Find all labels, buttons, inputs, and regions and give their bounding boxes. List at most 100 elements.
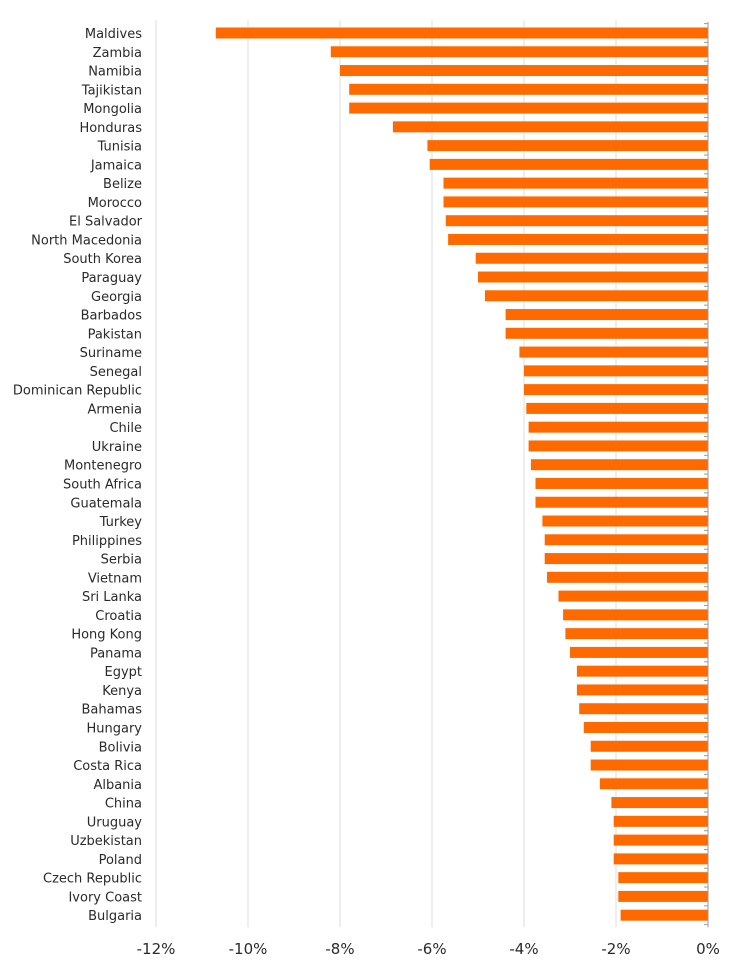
bar-pakistan: [505, 327, 708, 339]
bar-croatia: [563, 609, 708, 621]
bar-dominican-republic: [524, 384, 708, 396]
x-tick-label: 0%: [696, 940, 720, 958]
category-label-el-salvador: El Salvador: [69, 215, 143, 230]
bar-south-africa: [535, 477, 708, 489]
category-label-egypt: Egypt: [104, 665, 142, 680]
bar-tunisia: [427, 140, 708, 152]
category-label-ivory-coast: Ivory Coast: [68, 890, 142, 905]
category-label-ukraine: Ukraine: [92, 440, 142, 455]
bar-paraguay: [478, 271, 708, 283]
bar-czech-republic: [618, 872, 708, 884]
bar-bulgaria: [620, 909, 708, 921]
category-label-pakistan: Pakistan: [88, 327, 142, 342]
bar-serbia: [544, 553, 708, 565]
bar-armenia: [526, 402, 708, 414]
category-label-senegal: Senegal: [90, 365, 142, 380]
bar-belize: [443, 177, 708, 189]
bar-barbados: [505, 309, 708, 321]
bar-chile: [528, 421, 708, 433]
bar-bahamas: [579, 703, 708, 715]
bar-uruguay: [613, 815, 708, 827]
bar-bolivia: [590, 740, 708, 752]
category-label-north-macedonia: North Macedonia: [31, 233, 142, 248]
bar-suriname: [519, 346, 708, 358]
category-label-tajikistan: Tajikistan: [81, 83, 142, 98]
bar-uzbekistan: [613, 834, 708, 846]
category-label-bolivia: Bolivia: [99, 740, 142, 755]
category-label-hungary: Hungary: [86, 721, 142, 736]
bar-costa-rica: [590, 759, 708, 771]
category-label-sri-lanka: Sri Lanka: [82, 590, 142, 605]
bar-turkey: [542, 515, 708, 527]
category-label-armenia: Armenia: [88, 402, 143, 417]
x-tick-label: -6%: [417, 940, 446, 958]
category-label-chile: Chile: [109, 421, 142, 436]
category-label-zambia: Zambia: [93, 46, 142, 61]
category-label-mongolia: Mongolia: [83, 102, 142, 117]
category-label-albania: Albania: [93, 778, 142, 793]
category-label-costa-rica: Costa Rica: [73, 759, 142, 774]
x-tick-label: -2%: [601, 940, 630, 958]
category-label-serbia: Serbia: [101, 553, 142, 568]
bar-vietnam: [547, 571, 708, 583]
bar-el-salvador: [445, 215, 708, 227]
category-label-montenegro: Montenegro: [64, 459, 142, 474]
bar-guatemala: [535, 496, 708, 508]
bar-albania: [599, 778, 708, 790]
bar-hong-kong: [565, 628, 708, 640]
x-tick-label: -12%: [137, 940, 176, 958]
category-label-guatemala: Guatemala: [70, 496, 142, 511]
category-label-suriname: Suriname: [80, 346, 142, 361]
category-label-kenya: Kenya: [102, 684, 142, 699]
bar-hungary: [583, 721, 708, 733]
bar-kenya: [576, 684, 708, 696]
bar-morocco: [443, 196, 708, 208]
category-label-panama: Panama: [90, 646, 142, 661]
bar-zambia: [330, 46, 708, 58]
bar-senegal: [524, 365, 708, 377]
category-label-morocco: Morocco: [88, 196, 142, 211]
category-label-belize: Belize: [103, 177, 142, 192]
bar-ukraine: [528, 440, 708, 452]
bar-maldives: [215, 27, 709, 39]
bar-georgia: [484, 290, 708, 302]
bar-philippines: [544, 534, 708, 546]
category-labels: Maldives Zambia Namibia Tajikistan Mongolia H…: [13, 27, 143, 924]
category-label-croatia: Croatia: [95, 609, 142, 624]
category-label-uzbekistan: Uzbekistan: [70, 834, 142, 849]
category-label-south-korea: South Korea: [63, 252, 142, 267]
category-label-georgia: Georgia: [91, 290, 142, 305]
category-label-vietnam: Vietnam: [88, 571, 142, 586]
category-label-poland: Poland: [99, 853, 142, 868]
value-axis: [704, 22, 709, 928]
gridlines: [155, 20, 617, 928]
category-label-tunisia: Tunisia: [97, 140, 142, 155]
bar-north-macedonia: [448, 233, 708, 245]
bar-honduras: [392, 121, 708, 133]
category-label-czech-republic: Czech Republic: [43, 872, 142, 887]
bar-namibia: [340, 65, 708, 77]
category-label-hong-kong: Hong Kong: [71, 628, 142, 643]
category-label-barbados: Barbados: [81, 309, 143, 324]
bar-montenegro: [530, 459, 708, 471]
category-label-paraguay: Paraguay: [81, 271, 142, 286]
tick-labels: -12% -10% -8% -6% -4% -2% 0%: [137, 940, 720, 958]
x-tick-label: -10%: [229, 940, 268, 958]
category-label-philippines: Philippines: [72, 534, 142, 549]
bar-ivory-coast: [618, 890, 708, 902]
category-label-south-africa: South Africa: [63, 477, 142, 492]
bar-tajikistan: [349, 83, 708, 95]
x-tick-label: -8%: [325, 940, 354, 958]
category-label-jamaica: Jamaica: [90, 158, 142, 173]
bar-south-korea: [475, 252, 708, 264]
x-tick-label: -4%: [509, 940, 538, 958]
bar-poland: [613, 853, 708, 865]
bar-jamaica: [429, 158, 708, 170]
category-label-turkey: Turkey: [99, 515, 143, 530]
category-label-honduras: Honduras: [79, 121, 142, 136]
bar-egypt: [576, 665, 708, 677]
bar-sri-lanka: [558, 590, 708, 602]
category-label-dominican-republic: Dominican Republic: [13, 384, 142, 399]
category-label-maldives: Maldives: [85, 27, 142, 42]
